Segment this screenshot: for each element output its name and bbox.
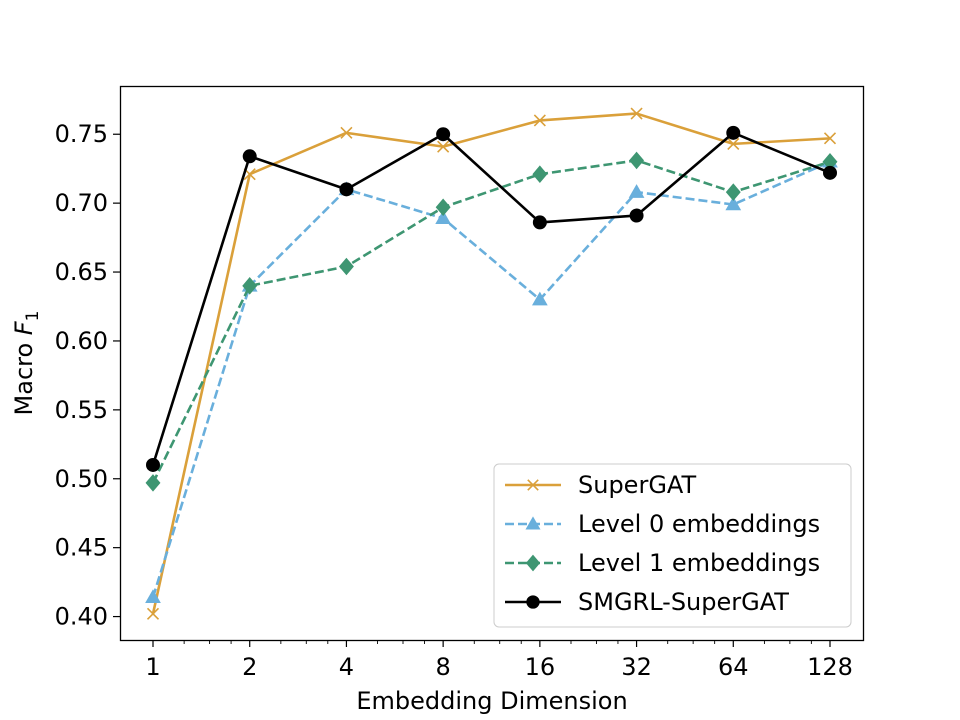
data-point	[531, 291, 548, 306]
y-axis-label-text: Macro	[10, 343, 38, 416]
y-axis-label-subscript: 1	[23, 311, 43, 322]
y-axis-label: Macro F1	[10, 311, 43, 416]
x-tick-label: 1	[145, 653, 160, 681]
data-point	[339, 182, 354, 197]
data-point	[629, 151, 645, 170]
y-tick-label: 0.75	[55, 120, 108, 148]
data-point	[242, 277, 258, 295]
legend-marker	[525, 516, 541, 530]
data-point	[435, 198, 451, 217]
legend-marker	[527, 479, 539, 491]
series-level-1-embeddings	[145, 151, 838, 492]
y-tick-label: 0.65	[55, 258, 108, 286]
legend-label: Level 0 embeddings	[578, 510, 820, 538]
y-tick-label: 0.70	[55, 189, 108, 217]
data-point	[823, 165, 837, 180]
x-tick-label: 4	[339, 653, 354, 681]
data-point	[242, 149, 257, 164]
data-point	[145, 474, 161, 492]
x-tick-label: 16	[525, 653, 556, 681]
data-point	[435, 210, 452, 225]
plot-frame	[119, 85, 865, 642]
legend-marker	[525, 554, 541, 572]
y-tick-label: 0.45	[55, 534, 108, 562]
data-point	[630, 107, 643, 120]
data-point	[338, 257, 354, 276]
x-axis-label: Embedding Dimension	[356, 687, 627, 715]
data-point	[823, 132, 837, 145]
data-point	[532, 215, 547, 230]
data-point	[533, 114, 546, 127]
x-tick-label: 8	[436, 653, 451, 681]
y-axis-label-variable: F	[10, 320, 38, 335]
legend-label: Level 1 embeddings	[578, 549, 820, 577]
legend-label: SMGRL-SuperGAT	[578, 588, 789, 616]
plot-series	[145, 107, 838, 620]
legend-label: SuperGAT	[578, 471, 696, 499]
x-tick-label: 128	[807, 653, 853, 681]
data-point	[532, 165, 548, 183]
legend: SuperGAT Level 0 embeddings Level 1 embedd…	[493, 463, 852, 628]
data-point	[725, 196, 742, 211]
data-point	[436, 127, 451, 142]
x-tick-label: 2	[242, 653, 257, 681]
y-axis: 0.40 0.45 0.50 0.55 0.60 0.65 0.70 0.75	[55, 120, 120, 631]
y-tick-label: 0.50	[55, 465, 108, 493]
y-tick-label: 0.55	[55, 396, 108, 424]
data-point	[340, 126, 353, 139]
x-axis: 1 2 4 8 16 32 64 128	[145, 640, 853, 681]
data-point	[727, 137, 740, 150]
series-line	[151, 159, 831, 484]
x-tick-label: 32	[621, 653, 652, 681]
data-point	[628, 184, 645, 198]
data-point	[437, 140, 450, 153]
series-line	[151, 131, 831, 466]
legend-box	[493, 463, 852, 628]
y-tick-label: 0.40	[55, 603, 108, 631]
series-line	[151, 112, 831, 615]
data-point	[725, 183, 741, 201]
series-line	[151, 160, 831, 598]
x-tick-label: 64	[718, 653, 749, 681]
data-point	[726, 125, 741, 140]
data-point	[146, 457, 160, 472]
data-point	[629, 208, 644, 223]
series-smgrl-supergat	[146, 125, 837, 472]
series-supergat	[146, 107, 837, 620]
data-point	[145, 589, 161, 604]
data-point	[146, 607, 160, 620]
y-tick-label: 0.60	[55, 327, 108, 355]
legend-marker	[526, 595, 540, 609]
